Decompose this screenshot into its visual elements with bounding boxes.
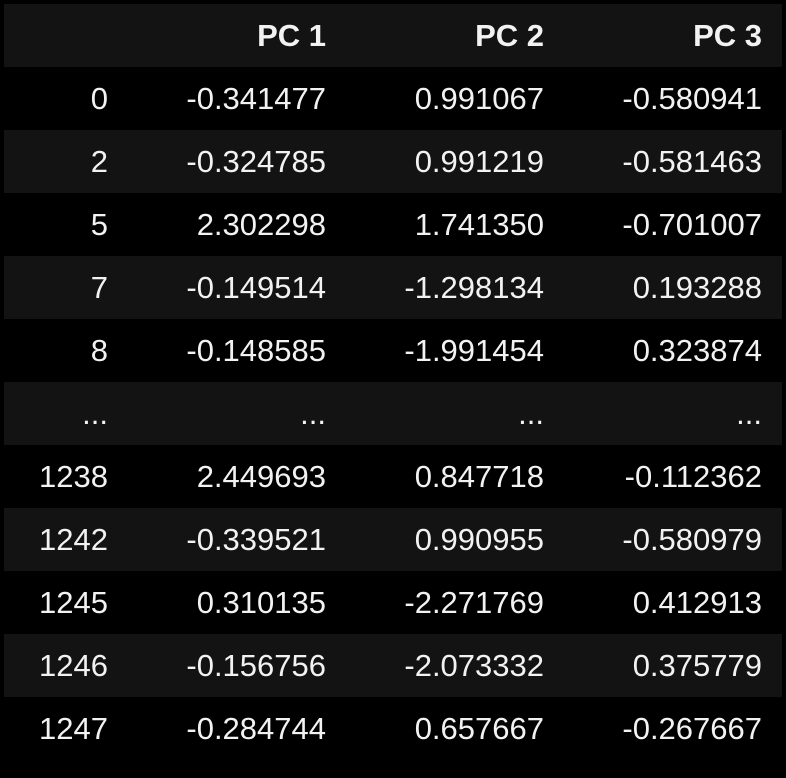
header-row: PC 1 PC 2 PC 3 <box>4 4 782 67</box>
cell-pc3: 0.375779 <box>632 647 762 683</box>
table-row: 1246 -0.156756 -2.073332 0.375779 <box>4 634 782 697</box>
row-index: 1238 <box>39 458 108 494</box>
cell-pc1: -0.324785 <box>186 143 326 179</box>
table-row: 5 2.302298 1.741350 -0.701007 <box>4 193 782 256</box>
cell-pc3: -0.580979 <box>622 521 762 557</box>
row-index: 8 <box>90 332 108 368</box>
table-header: PC 1 PC 2 PC 3 <box>4 4 782 67</box>
row-index: 0 <box>90 80 108 116</box>
cell-pc1: -0.341477 <box>186 80 326 116</box>
cell-pc1: -0.149514 <box>186 269 326 305</box>
cell-pc1: 2.302298 <box>196 206 326 242</box>
table-row: 0 -0.341477 0.991067 -0.580941 <box>4 67 782 130</box>
header-index <box>4 4 128 67</box>
cell-pc1: ... <box>300 395 326 431</box>
row-index: 7 <box>90 269 108 305</box>
cell-pc1: 2.449693 <box>196 458 326 494</box>
table-row: 2 -0.324785 0.991219 -0.581463 <box>4 130 782 193</box>
dataframe-table: PC 1 PC 2 PC 3 0 -0.341477 0.991067 -0.5… <box>4 4 782 760</box>
header-pc1: PC 1 <box>128 4 346 67</box>
cell-pc1: -0.156756 <box>186 647 326 683</box>
cell-pc2: 0.657667 <box>414 710 544 746</box>
table-body: 0 -0.341477 0.991067 -0.580941 2 -0.3247… <box>4 67 782 760</box>
row-index: 1242 <box>39 521 108 557</box>
cell-pc3: ... <box>736 395 762 431</box>
cell-pc3: 0.323874 <box>632 332 762 368</box>
cell-pc2: 0.847718 <box>414 458 544 494</box>
cell-pc2: -1.298134 <box>404 269 544 305</box>
table-row: 7 -0.149514 -1.298134 0.193288 <box>4 256 782 319</box>
row-index: 5 <box>90 206 108 242</box>
table-row-ellipsis: ... ... ... ... <box>4 382 782 445</box>
cell-pc2: 1.741350 <box>414 206 544 242</box>
cell-pc2: -2.073332 <box>404 647 544 683</box>
cell-pc2: -1.991454 <box>404 332 544 368</box>
cell-pc3: -0.112362 <box>624 458 762 494</box>
cell-pc1: -0.284744 <box>186 710 326 746</box>
row-index: 2 <box>90 143 108 179</box>
row-index: ... <box>82 395 108 431</box>
cell-pc2: 0.990955 <box>414 521 544 557</box>
cell-pc3: -0.701007 <box>622 206 762 242</box>
cell-pc3: -0.267667 <box>622 710 762 746</box>
cell-pc2: 0.991219 <box>414 143 544 179</box>
table-row: 1245 0.310135 -2.271769 0.412913 <box>4 571 782 634</box>
cell-pc1: -0.148585 <box>186 332 326 368</box>
cell-pc3: -0.580941 <box>622 80 762 116</box>
table-row: 8 -0.148585 -1.991454 0.323874 <box>4 319 782 382</box>
cell-pc2: ... <box>518 395 544 431</box>
header-pc3: PC 3 <box>564 4 782 67</box>
table-row: 1247 -0.284744 0.657667 -0.267667 <box>4 697 782 760</box>
row-index: 1245 <box>39 584 108 620</box>
cell-pc2: 0.991067 <box>414 80 544 116</box>
table-row: 1242 -0.339521 0.990955 -0.580979 <box>4 508 782 571</box>
cell-pc3: 0.193288 <box>632 269 762 305</box>
cell-pc1: 0.310135 <box>196 584 326 620</box>
cell-pc1: -0.339521 <box>186 521 326 557</box>
row-index: 1247 <box>39 710 108 746</box>
cell-pc2: -2.271769 <box>404 584 544 620</box>
table-row: 1238 2.449693 0.847718 -0.112362 <box>4 445 782 508</box>
row-index: 1246 <box>39 647 108 683</box>
cell-pc3: 0.412913 <box>632 584 762 620</box>
cell-pc3: -0.581463 <box>622 143 762 179</box>
header-pc2: PC 2 <box>346 4 564 67</box>
